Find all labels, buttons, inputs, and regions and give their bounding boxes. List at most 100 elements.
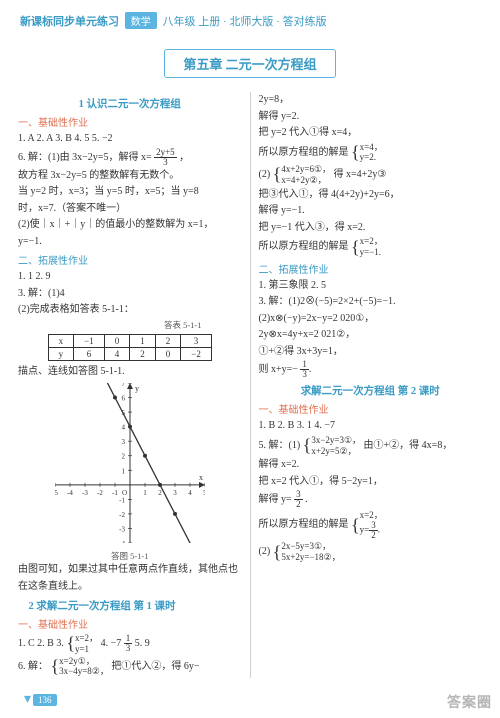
svg-text:2: 2 [158, 489, 162, 497]
text: . [305, 494, 308, 505]
text-line: 所以原方程组的解是 {x=4，y=2. [259, 142, 483, 164]
brace-system: {x=2y①，3x−4y=8②， [51, 656, 109, 678]
page-header: 新课标同步单元练习 数学 八年级 上册 · 北师大版 · 答对练版 [0, 0, 500, 37]
text-line: 1. A 2. A 3. B 4. 5 5. −2 [18, 131, 242, 147]
page-arrow-icon: ▾ [24, 691, 31, 708]
text-line: 6. 解：(1)由 3x−2y=5，解得 x= 2y+53 ， [18, 148, 242, 167]
page-number-value: 136 [33, 694, 57, 706]
text-line: 解得 y=2. [259, 109, 483, 125]
brace-system: {4x+2y=6①，x=4+2y②， [273, 164, 331, 186]
svg-text:-1: -1 [112, 489, 118, 497]
basic-label-r: 一、基础性作业 [259, 401, 483, 416]
text-line: 在这条直线上。 [18, 579, 242, 595]
graph-caption: 答图 5-1-1 [18, 550, 242, 562]
text: 解得 y= [259, 494, 292, 505]
svg-text:-2: -2 [119, 511, 125, 519]
text-line: 1. B 2. B 3. 1 4. −7 [259, 418, 483, 434]
subject-badge: 数学 [125, 12, 157, 29]
svg-text:-3: -3 [82, 489, 88, 497]
left-column: 1 认识二元一次方程组 一、基础性作业 1. A 2. A 3. B 4. 5 … [18, 92, 242, 678]
grade-text: 八年级 上册 · 北师大版 · 答对练版 [163, 16, 327, 28]
svg-text:-2: -2 [97, 489, 103, 497]
table-row: x−10123 [48, 334, 211, 347]
text-line: 1. 1 2. 9 [18, 269, 242, 285]
text: 由①+②，得 4x=8， [364, 440, 453, 451]
data-table: x−10123 y6420−2 [48, 334, 212, 361]
text: 所以原方程组的解是 [259, 241, 349, 252]
svg-text:7: 7 [121, 383, 125, 388]
text: 4. −7 [101, 638, 124, 649]
text-line: 则 x+y=− 13. [259, 360, 483, 379]
text-line: 6. 解： {x=2y①，3x−4y=8②， 把①代入②，得 6y− [18, 656, 242, 678]
right-column: 2y=8， 解得 y=2. 把 y=2 代入①得 x=4， 所以原方程组的解是 … [259, 92, 483, 678]
svg-text:1: 1 [143, 489, 147, 497]
text: 则 x+y= [259, 364, 293, 375]
text-line: 3. 解：(1)2⊗(−5)=2×2+(−5)=−1. [259, 294, 483, 310]
svg-text:1: 1 [121, 467, 125, 475]
text: 6. 解：(1)由 3x−2y=5，解得 x= [18, 151, 152, 162]
section-3-title: 求解二元一次方程组 第 2 课时 [259, 383, 483, 398]
brace-system: { x=2， y=32. [351, 510, 383, 540]
fraction: 32 [294, 490, 303, 509]
svg-text:-3: -3 [119, 525, 125, 533]
text-line: 所以原方程组的解是 { x=2， y=32. [259, 510, 483, 540]
text: 所以原方程组的解是 [259, 520, 349, 531]
text-line: 把 y=−1 代入③，得 x=2. [259, 220, 483, 236]
text-line: (2) {4x+2y=6①，x=4+2y②， 得 x=4+2y③ [259, 164, 483, 186]
brace-system: {2x−5y=3①，5x+2y=−18②， [273, 541, 341, 563]
text: 得 x=4+2y③ [334, 169, 387, 180]
svg-text:4: 4 [121, 424, 125, 432]
text: 6. 解： [18, 661, 48, 672]
brace-system: {x=4，y=2. [351, 142, 383, 164]
text-line: 时，x=7.（答案不唯一） [18, 201, 242, 217]
svg-text:-4: -4 [67, 489, 73, 497]
text: ， [179, 151, 189, 162]
text-line: y=−1. [18, 234, 242, 250]
basic-label: 一、基础性作业 [18, 114, 242, 129]
brace-system: {x=2，y=−1. [351, 236, 383, 258]
text-line: 5. 解：(1) {3x−2y=3①，x+2y=5②， 由①+②，得 4x=8， [259, 435, 483, 457]
content-columns: 1 认识二元一次方程组 一、基础性作业 1. A 2. A 3. B 4. 5 … [0, 92, 500, 678]
svg-text:2: 2 [121, 453, 125, 461]
text-line: ①+②得 3x+3y=1， [259, 344, 483, 360]
text-line: 解得 y= 32 . [259, 490, 483, 509]
text: (2) [259, 546, 271, 557]
fraction: 13 [124, 634, 133, 653]
text-line: 1. 第三象限 2. 5 [259, 278, 483, 294]
text-line: 当 y=2 时，x=3；当 y=5 时，x=5；当 y=8 [18, 184, 242, 200]
text-line: 描点、连线如答图 5-1-1. [18, 364, 242, 380]
text-line: (2)使｜x｜+｜y｜的值最小的整数解为 x=1， [18, 217, 242, 233]
svg-text:3: 3 [121, 438, 125, 446]
text-line: (2)x⊗(−y)=2x−y=2 020①， [259, 311, 483, 327]
svg-text:x: x [199, 473, 203, 482]
text: 5. 9 [135, 638, 150, 649]
text: 1. C 2. B 3. [18, 638, 64, 649]
text-line: 解得 x=2. [259, 457, 483, 473]
text: (2) [259, 169, 271, 180]
text-line: 解得 y=−1. [259, 203, 483, 219]
section-2-title: 2 求解二元一次方程组 第 1 课时 [18, 598, 242, 613]
fraction: 13 [300, 360, 309, 379]
text-line: 把③代入①，得 4(4+2y)+2y=6， [259, 187, 483, 203]
svg-text:3: 3 [173, 489, 177, 497]
text: 所以原方程组的解是 [259, 147, 349, 158]
text-line: 把 x=2 代入①，得 5−2y=1， [259, 474, 483, 490]
svg-text:-1: -1 [119, 496, 125, 504]
line-graph: -5-4-3-2-112345-4-3-2-11234567xyO [55, 383, 205, 543]
page-number: ▾ 136 [24, 691, 57, 708]
graph-container: -5-4-3-2-112345-4-3-2-11234567xyO [18, 383, 242, 546]
column-divider [250, 92, 251, 678]
text: 把①代入②，得 6y− [111, 661, 199, 672]
text-line: 2y=8， [259, 92, 483, 108]
svg-text:6: 6 [121, 395, 125, 403]
brace-system: {3x−2y=3①，x+2y=5②， [303, 435, 361, 457]
watermark: 答案圈 [447, 692, 492, 712]
section-1-title: 1 认识二元一次方程组 [18, 96, 242, 111]
fraction: 2y+53 [154, 148, 177, 167]
text-line: (2)完成表格如答表 5-1-1： [18, 302, 242, 318]
svg-text:-4: -4 [119, 540, 125, 543]
text-line: 所以原方程组的解是 {x=2，y=−1. [259, 236, 483, 258]
basic-label-2: 一、基础性作业 [18, 616, 242, 631]
svg-text:5: 5 [203, 489, 205, 497]
svg-text:-5: -5 [55, 489, 58, 497]
